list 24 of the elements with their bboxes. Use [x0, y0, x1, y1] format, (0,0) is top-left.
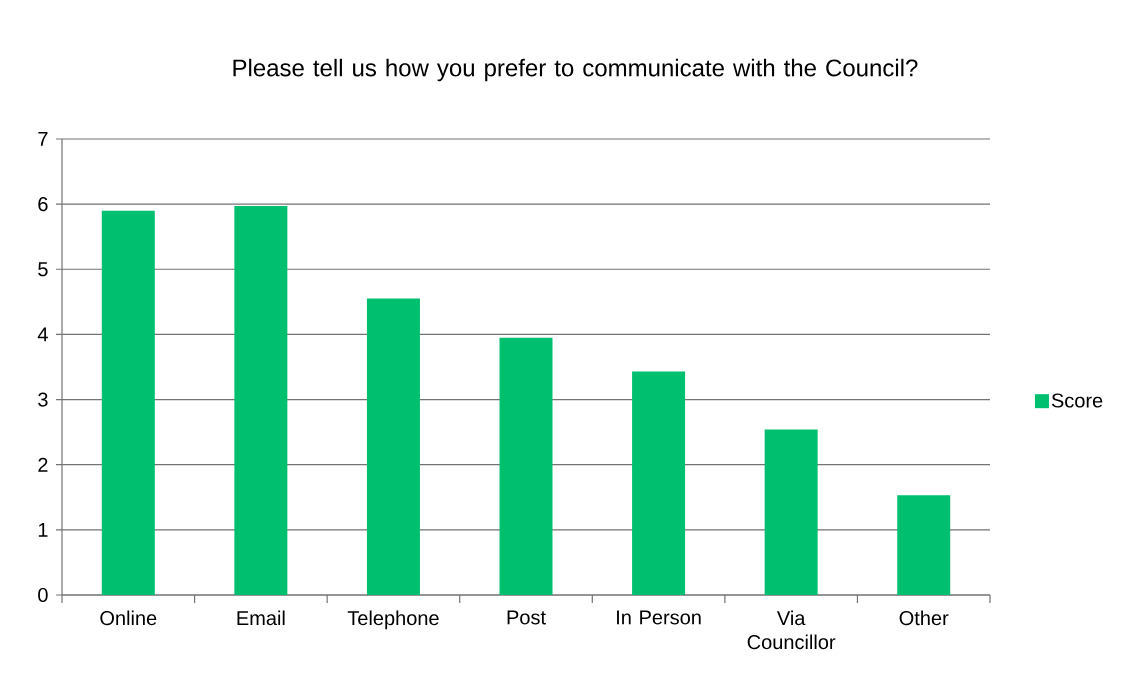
y-tick-label: 7: [38, 132, 48, 146]
legend-label: Score: [1051, 393, 1103, 408]
x-tick-label: Via Councillor: [747, 610, 836, 650]
x-tick-label: Email: [237, 610, 285, 626]
x-tick-label: Telephone: [347, 610, 439, 630]
bar: [632, 371, 686, 595]
bar: [101, 210, 155, 595]
y-tick-label: 3: [38, 392, 48, 407]
x-tick-label: In Person: [617, 610, 701, 625]
chart-title: Please tell us how you prefer to communicate with the Council?: [233, 58, 918, 82]
x-tick-label: Online: [100, 610, 157, 626]
y-tick-label: 4: [37, 327, 48, 342]
bar: [764, 429, 818, 595]
x-tick-label: Other: [899, 610, 949, 626]
y-tick-label: 6: [38, 197, 48, 212]
bar: [366, 298, 420, 595]
y-tick-label: 0: [38, 587, 48, 603]
y-tick-label: 5: [38, 262, 48, 277]
x-tick-label: Post: [507, 610, 546, 625]
y-tick-label: 1: [38, 522, 48, 537]
bar: [499, 337, 553, 595]
bar: [234, 206, 288, 595]
y-tick-label: 2: [38, 457, 48, 472]
bar: [897, 495, 951, 595]
